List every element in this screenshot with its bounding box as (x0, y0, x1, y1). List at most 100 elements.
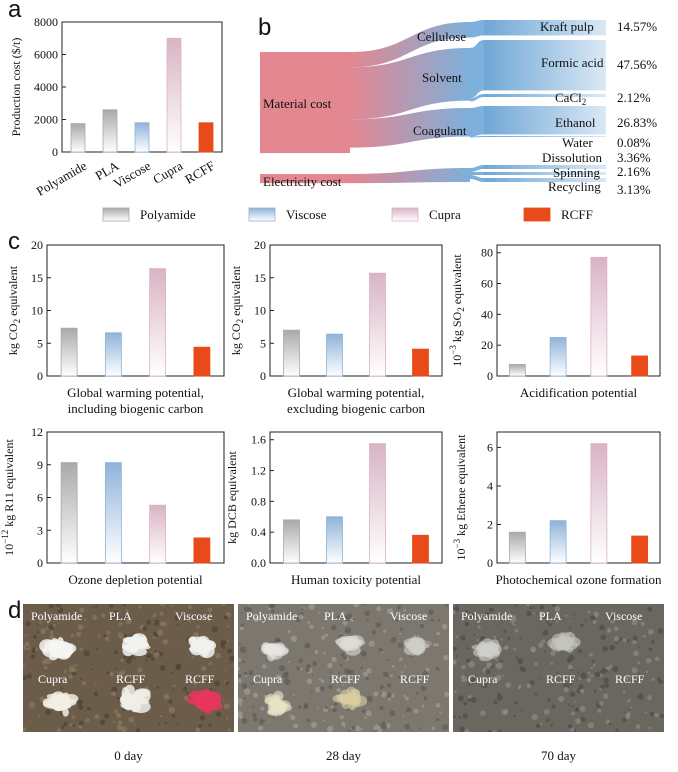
sankey-link-electricity (350, 168, 470, 184)
bar-polyamide (283, 329, 300, 377)
bar-polyamide (508, 531, 526, 564)
bar-cupra (166, 37, 182, 153)
soil-photo-image (238, 604, 449, 732)
y-axis-label: kg CO2 equivalent (6, 265, 22, 355)
sankey-node-recycling (484, 178, 606, 182)
panel-letter-d: d (8, 597, 22, 624)
sankey-link-coagulant (350, 108, 470, 148)
sankey-target-percent: 14.57% (617, 19, 657, 34)
bar-rcff (198, 122, 214, 153)
chart-caption: Human toxicity potential (291, 572, 421, 587)
plot-frame (496, 431, 661, 564)
y-axis-label: Production cost ($/t) (9, 38, 23, 137)
y-tick-label: 2 (487, 517, 493, 531)
photo-day-caption: 70 day (540, 748, 577, 763)
y-tick-label: 0.0 (251, 556, 266, 570)
y-tick-label: 10 (31, 304, 43, 318)
y-tick-label: 0.4 (251, 525, 266, 539)
chart-c6: 0 2 4 6 10−3 kg Ethene equivalent Photochemic… (452, 431, 662, 587)
y-tick-label: 0.8 (251, 494, 266, 508)
photo-sample-label: Cupra (38, 672, 68, 686)
y-tick-label: 4000 (34, 80, 58, 94)
bar-cupra (149, 504, 167, 564)
photo-sample-label: Viscose (390, 609, 428, 623)
sankey-node-material (260, 52, 350, 154)
y-tick-label: 5 (37, 336, 43, 350)
sankey-node-cacl (484, 94, 606, 97)
bar-cupra (369, 272, 386, 377)
y-tick-label: 40 (481, 307, 493, 321)
sankey-link-recycling (470, 175, 484, 182)
sankey-link-solvent (350, 48, 470, 120)
sankey-target-percent: 2.16% (617, 164, 651, 179)
y-tick-label: 0 (260, 369, 266, 383)
sankey-node-electricity (260, 174, 350, 184)
fiber-sample (119, 684, 151, 713)
y-tick-label: 0 (37, 369, 43, 383)
sankey-node-ethanol (484, 106, 606, 135)
bar-rcff (631, 355, 649, 377)
y-axis-label: kg CO2 equivalent (229, 265, 245, 355)
bar-rcff (193, 537, 211, 564)
bar-rcff (412, 534, 429, 564)
y-axis-label: kg DCB equivalent (225, 451, 239, 544)
photo-sample-label: RCFF (400, 672, 430, 686)
bar-viscose (549, 520, 567, 564)
bar-rcff (631, 535, 649, 564)
fiber-sample (42, 691, 79, 717)
bar-pla (102, 109, 118, 153)
fiber-sample (332, 686, 368, 711)
photo-sample-label: RCFF (546, 672, 576, 686)
sankey-link-water (470, 136, 484, 138)
x-tick-label: Cupra (150, 158, 185, 187)
fiber-sample (188, 635, 217, 659)
plot-frame (496, 244, 661, 377)
sankey-link-dissolution (470, 165, 484, 172)
y-axis-label: 10−12 kg R11 equivalent (0, 439, 16, 556)
legend-label-viscose: Viscose (286, 207, 327, 222)
sankey-link-cellulose (350, 22, 470, 68)
bar-polyamide (60, 327, 78, 377)
sankey-target-label: Formic acid (541, 55, 604, 70)
sankey-target-label: Dissolution (542, 150, 602, 165)
legend-swatch-polyamide (102, 207, 130, 222)
photo-sample-label: Viscose (175, 609, 213, 623)
chart-caption: excluding biogenic carbon (287, 401, 425, 416)
bar-viscose (104, 462, 122, 564)
y-tick-label: 9 (37, 458, 43, 472)
sankey-link-spinning (470, 172, 484, 175)
sankey-label-solvent: Solvent (422, 70, 462, 85)
sankey-node-dissolution (484, 165, 606, 169)
soil-photo-1: Polyamide PLA Viscose Cupra RCFF RCFF (238, 604, 449, 732)
y-tick-label: 12 (31, 425, 43, 439)
chart-c1: 0 5 10 15 20 kg CO2 equivalent Global warming … (6, 238, 225, 416)
sankey-target-label: Kraft pulp (540, 19, 594, 34)
legend-label-cupra: Cupra (429, 207, 461, 222)
y-tick-label: 6 (37, 491, 43, 505)
chart-caption: Acidification potential (520, 385, 638, 400)
y-tick-label: 60 (481, 277, 493, 291)
y-tick-label: 6000 (34, 48, 58, 62)
chart-c3: 0 20 40 60 80 10−3 kg SO2 equivalent Acidifica… (448, 244, 661, 400)
photo-sample-label: PLA (539, 609, 562, 623)
sankey-link-formic acid (470, 40, 484, 99)
soil-photo-image (453, 604, 664, 732)
bar-cupra (149, 268, 167, 377)
fiber-sample (186, 689, 223, 714)
fiber-sample (39, 637, 77, 661)
legend-swatch-cupra (391, 207, 419, 222)
plot-frame (269, 431, 443, 564)
photo-sample-label: Polyamide (31, 609, 83, 623)
bar-rcff (193, 346, 211, 377)
y-tick-label: 10 (254, 304, 266, 318)
x-tick-label: Polyamide (34, 158, 90, 199)
bar-viscose (326, 333, 343, 377)
sankey-label-cellulose: Cellulose (417, 29, 466, 44)
sankey-target-label: Water (562, 135, 593, 150)
bar-cupra (590, 256, 608, 377)
photo-sample-label: Cupra (468, 672, 498, 686)
sankey-target-label: CaCl2 (555, 90, 586, 107)
y-tick-label: 15 (254, 271, 266, 285)
photo-sample-label: Viscose (605, 609, 643, 623)
